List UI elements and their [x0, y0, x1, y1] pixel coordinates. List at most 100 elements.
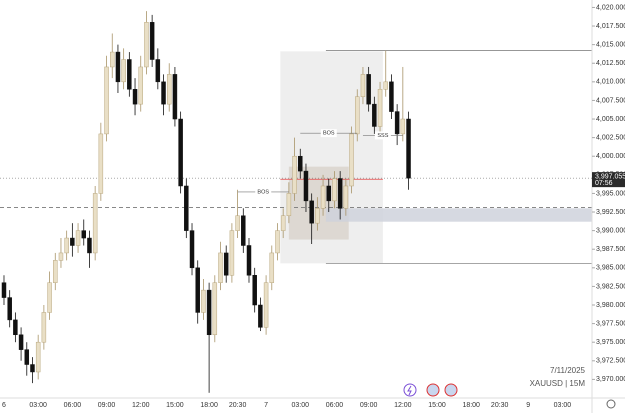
candle-body [366, 74, 371, 105]
y-tick-label: 3,977.500 [596, 320, 625, 327]
candle-body [303, 170, 309, 202]
candle-body [155, 59, 161, 83]
settings-icon[interactable] [606, 399, 616, 409]
lightning-icon[interactable] [403, 383, 417, 397]
y-tick-label: 3,995.000 [596, 190, 625, 197]
last-price-box [592, 172, 625, 188]
annotation-label: BOS [323, 131, 335, 137]
candle-body [70, 237, 75, 246]
y-tick-label: 4,007.500 [596, 97, 625, 104]
us-flag-icon[interactable] [444, 383, 458, 397]
y-tick-label: 3,985.000 [596, 265, 625, 272]
candle-body [7, 297, 12, 321]
candle-body [110, 51, 115, 68]
candle-body [149, 22, 155, 60]
y-tick-label: 4,010.000 [596, 79, 625, 86]
candle-body [195, 267, 200, 313]
candle-body [360, 74, 366, 97]
candle-body [218, 252, 223, 283]
candle-body [13, 319, 18, 336]
candle-body [98, 133, 104, 194]
candle-body [144, 22, 149, 68]
candle-body [349, 133, 354, 187]
candle-body [235, 215, 240, 231]
candle-body [189, 230, 195, 269]
candle-body [315, 208, 320, 224]
y-tick-label: 3,982.500 [596, 283, 625, 290]
candle-body [81, 230, 87, 239]
candle-body [172, 74, 178, 120]
candle-body [18, 334, 24, 350]
candle-body [343, 185, 349, 209]
candle-body [166, 74, 172, 105]
candle-body [394, 111, 400, 135]
candle-body [121, 59, 126, 83]
candle-body [355, 96, 360, 135]
candle-body [246, 245, 252, 276]
candle-body [58, 252, 64, 261]
y-tick-label: 4,002.500 [596, 134, 625, 141]
y-tick-label: 3,992.500 [596, 209, 625, 216]
toolbar-icons [403, 383, 616, 409]
zone [325, 208, 592, 222]
candle-body [223, 252, 229, 276]
candle-body [75, 230, 81, 246]
candle-body [178, 118, 183, 187]
candle-body [377, 89, 383, 127]
countdown-label: 07:56 [595, 180, 613, 187]
y-tick-label: 3,980.000 [596, 302, 625, 309]
us-flag-icon[interactable] [426, 383, 440, 397]
candle-body [132, 89, 138, 105]
candle-body [24, 349, 30, 365]
annotation-bg [374, 131, 391, 140]
candle-body [104, 66, 109, 135]
x-tick-label: 12:00 [394, 402, 412, 409]
candle-body [332, 178, 337, 202]
x-tick-label: 06:00 [64, 402, 82, 409]
candle-body [115, 51, 121, 83]
annotation-bg [320, 129, 337, 138]
candle-body [64, 237, 69, 254]
candle-body [280, 215, 286, 231]
x-tick-label: 20:30 [229, 402, 247, 409]
candle-body [47, 282, 52, 313]
lightning-glyph [407, 385, 412, 396]
candle-body [298, 155, 303, 172]
y-tick-label: 3,990.000 [596, 227, 625, 234]
x-tick-label: 03:00 [29, 402, 47, 409]
candle-body [286, 193, 292, 216]
candle-body [389, 81, 394, 112]
candle-body [258, 304, 263, 328]
y-tick-label: 4,012.500 [596, 60, 625, 67]
y-tick-label: 4,005.000 [596, 116, 625, 123]
y-tick-label: 3,975.000 [596, 339, 625, 346]
y-tick-label: 4,000.000 [596, 153, 625, 160]
candle-body [212, 282, 218, 336]
candle-body [127, 59, 132, 90]
x-tick-label: 6 [2, 402, 6, 409]
annotation-label: SSS [377, 133, 388, 139]
x-tick-label: 15:00 [166, 402, 184, 409]
date-label: 7/11/2025 [550, 366, 586, 375]
candle-body [92, 193, 98, 254]
candle-body [229, 230, 235, 276]
annotation-label: BOS [257, 189, 269, 195]
candle-body [400, 118, 406, 135]
y-tick-label: 3,987.500 [596, 246, 625, 253]
candle-body [241, 215, 246, 246]
x-tick-label: 18:00 [462, 402, 480, 409]
candle-body [263, 282, 269, 328]
candle-body [1, 282, 7, 298]
candle-body [138, 66, 143, 105]
x-tick-label: 09:00 [360, 402, 378, 409]
candle-body [30, 364, 35, 373]
candle-body [252, 275, 257, 306]
x-tick-label: 12:00 [132, 402, 150, 409]
x-tick-label: 20:30 [491, 402, 509, 409]
candle-body [309, 200, 314, 224]
candle-body [320, 185, 326, 209]
candle-body [275, 230, 280, 254]
y-tick-label: 3,970.000 [596, 376, 625, 383]
candle-body [201, 289, 206, 313]
y-tick-label: 4,017.500 [596, 23, 625, 30]
